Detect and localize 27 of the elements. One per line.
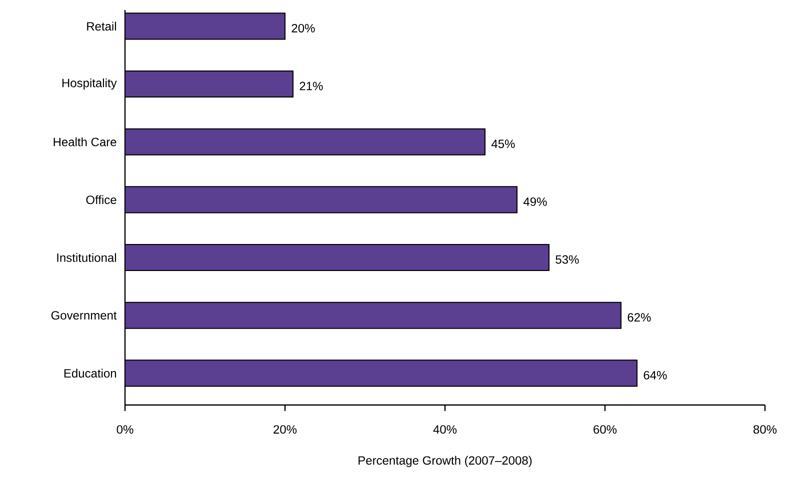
bar — [125, 186, 518, 214]
x-tick-label: 60% — [594, 425, 617, 434]
bar — [125, 360, 638, 387]
data-label: 53% — [556, 255, 579, 264]
bar — [125, 128, 486, 156]
y-tick-label: Retail — [87, 22, 116, 31]
data-label: 20% — [292, 24, 315, 32]
x-tick-label: 20% — [274, 425, 297, 434]
x-tick-label: 40% — [433, 425, 457, 434]
y-tick-label: Office — [86, 195, 116, 204]
x-tick-label: 0% — [116, 425, 134, 434]
x-tick-label: 80% — [753, 425, 777, 434]
y-tick-label: Government — [51, 311, 117, 320]
y-tick-label: Hospitality — [62, 78, 117, 90]
data-label: 64% — [644, 370, 667, 380]
bar — [125, 302, 622, 329]
data-label: 21% — [300, 82, 323, 90]
y-tick-label: Institutional — [57, 253, 116, 262]
bar — [125, 12, 286, 40]
data-label: 49% — [523, 197, 547, 206]
bar — [125, 70, 294, 98]
data-label: 45% — [491, 140, 515, 148]
y-tick-label: Education — [64, 368, 116, 378]
bar — [125, 244, 550, 272]
y-tick-label: Health Care — [54, 137, 116, 146]
data-label: 62% — [628, 313, 651, 322]
x-axis-title: Percentage Growth (2007–2008) — [358, 456, 532, 468]
